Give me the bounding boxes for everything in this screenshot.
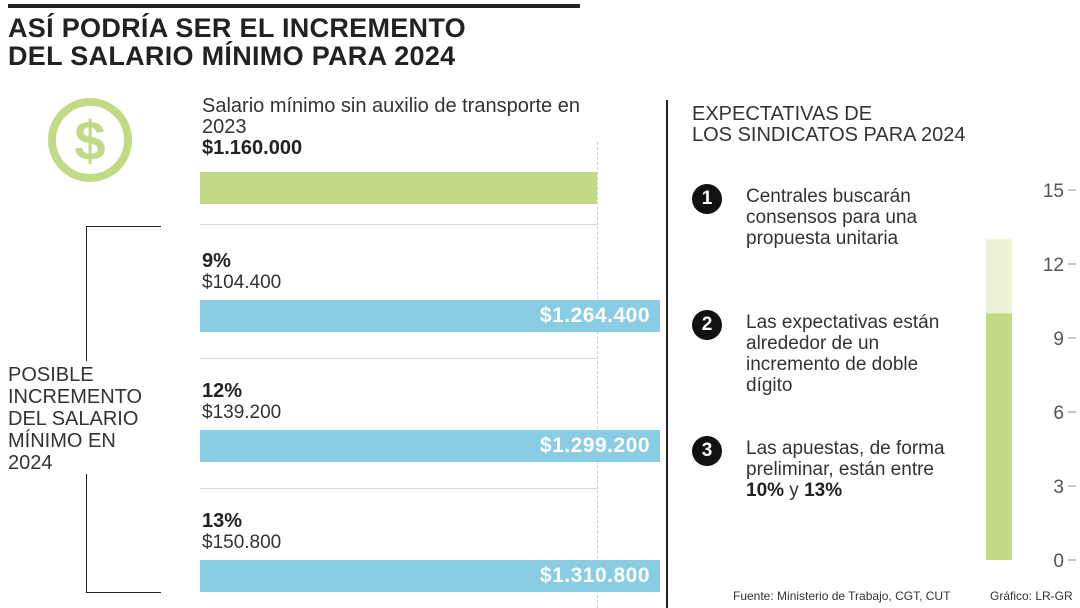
expectation-text: Centrales buscarán consensos para una pr…	[746, 186, 918, 249]
expectation-text: Las expectativas están alrededor de un i…	[746, 312, 940, 396]
side-label-line: POSIBLE	[8, 364, 94, 386]
gauge-tick-label: 3	[1053, 477, 1064, 498]
separator	[200, 488, 598, 489]
increment-bar: $1.310.800	[200, 560, 660, 592]
bracket-bottom	[86, 462, 161, 593]
possible-increase-label: POSIBLE INCREMENTO DEL SALARIO MÍNIMO EN…	[8, 364, 149, 474]
expectation-range-chart: 0 3 6 9 12 15	[986, 181, 1076, 570]
base-salary-value: $1.160.000	[202, 137, 303, 159]
svg-text:$: $	[74, 109, 105, 172]
dollar-coin-icon: $	[48, 98, 132, 182]
increment-bar: $1.299.200	[200, 430, 660, 462]
range-low-segment	[986, 313, 1012, 560]
title-rule	[8, 4, 580, 8]
gauge-tick-label: 0	[1053, 551, 1064, 570]
range-high-segment	[986, 239, 1012, 314]
separator	[200, 358, 598, 359]
expectations-title: EXPECTATIVAS DE LOS SINDICATOS PARA 2024	[692, 104, 965, 146]
increment-pct: 12%	[202, 380, 243, 402]
separator	[200, 224, 598, 225]
increment-pct: 13%	[202, 510, 243, 532]
expectations-title-line: EXPECTATIVAS DE	[692, 103, 873, 125]
base-salary-bar	[200, 172, 597, 204]
expectation-text: Las apuestas, de forma preliminar, están…	[746, 438, 956, 501]
reference-dashed-line	[597, 142, 598, 608]
side-label-line: DEL SALARIO	[8, 408, 139, 430]
text-part: y	[784, 480, 805, 501]
text-bold: 13%	[804, 480, 843, 501]
title-line-1: ASÍ PODRÍA SER EL INCREMENTO	[8, 13, 466, 43]
title-line-2: DEL SALARIO MÍNIMO PARA 2024	[8, 41, 456, 71]
expectations-title-line: LOS SINDICATOS PARA 2024	[692, 124, 966, 146]
source-note: Fuente: Ministerio de Trabajo, CGT, CUT	[733, 589, 951, 603]
gauge-tick-label: 9	[1053, 329, 1064, 350]
increment-bar-label: $1.310.800	[539, 564, 650, 587]
number-badge: 3	[692, 436, 722, 466]
number-badge: 2	[692, 310, 722, 340]
increment-pct: 9%	[202, 250, 231, 272]
gauge-tick-label: 15	[1043, 181, 1064, 202]
side-label-line: 2024	[8, 452, 53, 474]
gauge-tick-label: 12	[1043, 255, 1064, 276]
panel-divider	[666, 100, 668, 608]
increment-bar-label: $1.264.400	[539, 304, 650, 327]
increment-amount: $150.800	[202, 532, 282, 553]
increment-amount: $104.400	[202, 272, 282, 293]
text-bold: 10%	[746, 480, 785, 501]
side-label-line: INCREMENTO	[8, 386, 143, 408]
chart-title: ASÍ PODRÍA SER EL INCREMENTO DEL SALARIO…	[8, 14, 608, 70]
text-part: Las apuestas, de forma preliminar, están…	[746, 438, 945, 480]
gauge-tick-label: 6	[1053, 403, 1064, 424]
increment-bar: $1.264.400	[200, 300, 660, 332]
bracket-top	[86, 226, 161, 361]
number-badge: 1	[692, 184, 722, 214]
side-label-line: MÍNIMO EN	[8, 430, 116, 452]
base-salary-label: Salario mínimo sin auxilio de transporte…	[202, 95, 580, 138]
increment-amount: $139.200	[202, 402, 282, 423]
credit-note: Gráfico: LR-GR	[990, 589, 1073, 603]
increment-bar-label: $1.299.200	[539, 434, 650, 457]
